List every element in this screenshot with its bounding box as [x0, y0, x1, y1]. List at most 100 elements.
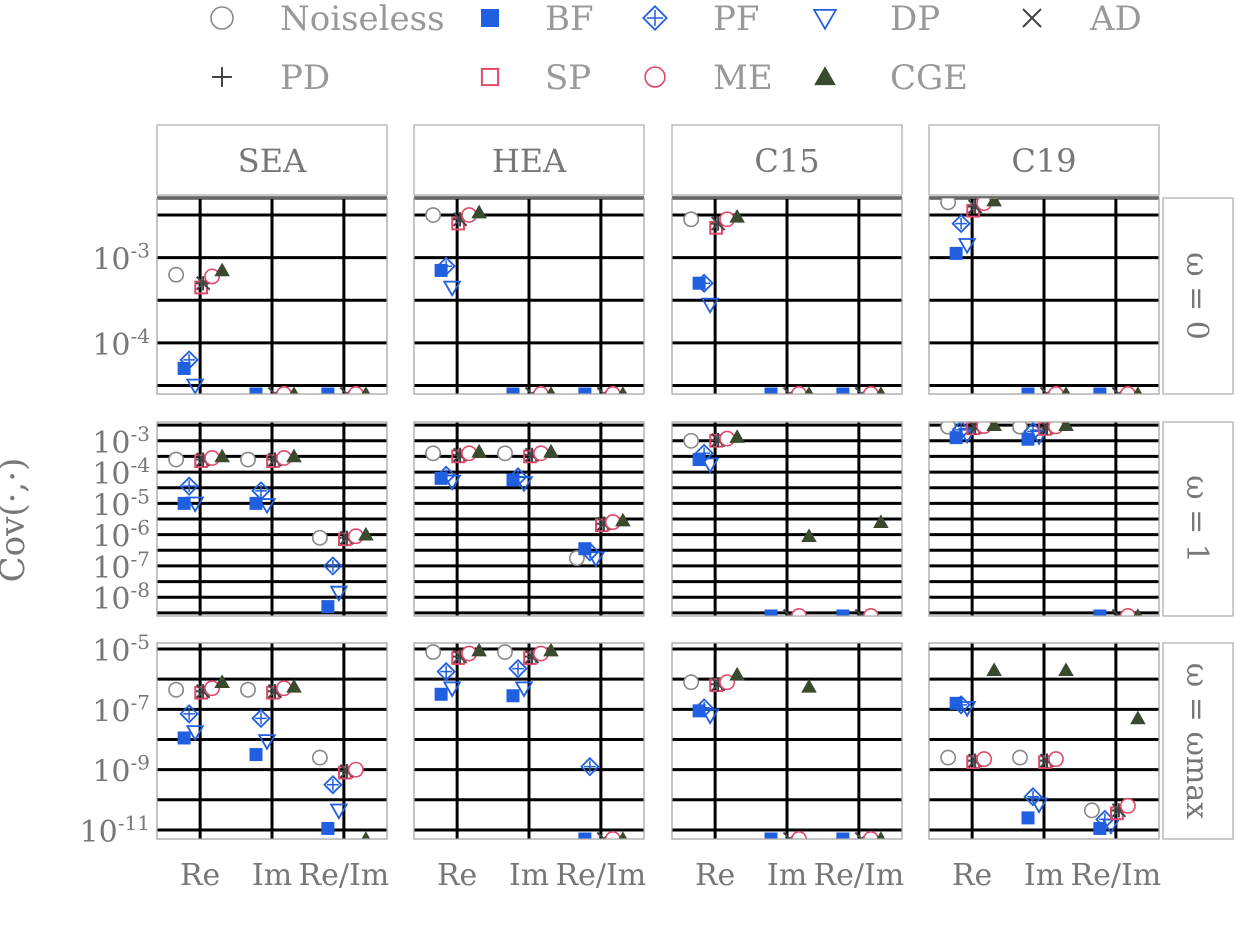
point-cge [214, 262, 230, 277]
point-me [533, 386, 549, 394]
point-cge [1133, 386, 1143, 394]
point-bf [321, 387, 335, 394]
point-cge [543, 443, 559, 458]
point-bf [949, 431, 963, 445]
row-strip-box-0 [1162, 197, 1234, 395]
point-dp [442, 280, 462, 298]
point-cge [471, 204, 487, 219]
point-cge [801, 678, 817, 693]
point-dp [700, 297, 720, 315]
panel-hea-row-0 [413, 196, 645, 395]
point-cge [471, 643, 487, 657]
point-bf [692, 453, 706, 467]
legend-marker-me [644, 66, 666, 88]
legend-marker-noiseless [210, 6, 234, 30]
legend-label-sp: SP [545, 58, 591, 98]
legend-label-me: ME [713, 58, 773, 98]
point-me [1048, 386, 1064, 394]
point-pd [195, 276, 211, 291]
point-pf [323, 556, 343, 576]
legend-marker-sp [480, 67, 500, 87]
point-noiseless [168, 681, 185, 698]
point-cge [358, 526, 374, 541]
point-bf [764, 832, 778, 839]
x-tick-label: Re/Im [556, 858, 647, 893]
point-cge [289, 386, 299, 394]
legend-label-bf: BF [545, 0, 594, 39]
point-cge [214, 448, 230, 463]
point-noiseless [425, 207, 442, 223]
panel-c19-row-0 [928, 196, 1160, 395]
point-bf [177, 361, 191, 375]
point-cge [618, 386, 628, 394]
legend-label-ad: AD [1089, 0, 1142, 39]
point-pf [951, 213, 971, 234]
point-bf [1021, 432, 1035, 446]
x-tick-labels: Re Im Re/Im Re Im Re/Im Re Im Re/Im Re Im Re/Im [180, 858, 1161, 893]
point-bf [177, 731, 191, 745]
legend-label-noiseless: Noiseless [280, 0, 445, 39]
y-tick-label: 10-8 [92, 578, 150, 617]
point-dp [700, 708, 720, 725]
y-tick-labels: 10-310-410-310-410-510-610-710-810-510-7… [80, 239, 150, 850]
x-tick-label: Im [767, 858, 807, 893]
y-tick-label: 10-4 [92, 324, 150, 363]
point-bf [578, 387, 592, 394]
strip-box-sea [156, 124, 388, 196]
point-me [204, 680, 221, 697]
legend-marker-cge [814, 66, 836, 86]
point-me [862, 386, 879, 394]
point-pf [436, 661, 456, 682]
panel-c15-row-0 [671, 196, 903, 395]
panel-hea-row-1 [413, 421, 645, 617]
point-bf [949, 696, 963, 710]
y-tick-label: 10-3 [92, 239, 150, 278]
point-dp [257, 734, 277, 751]
point-noiseless [683, 211, 700, 228]
point-dp [185, 496, 205, 513]
point-bf [434, 687, 448, 701]
point-cge [361, 831, 371, 839]
point-noiseless [168, 451, 185, 468]
point-cge [876, 831, 886, 839]
point-pf [694, 273, 714, 293]
y-tick-label: 10-6 [92, 516, 150, 555]
point-bf [836, 832, 850, 839]
point-noiseless [168, 266, 185, 283]
x-tick-label: Im [252, 858, 292, 893]
row-strip-label-2: ω = ωmax [1179, 663, 1214, 819]
point-cge [361, 386, 371, 394]
point-bf [836, 609, 850, 616]
panel-grid [156, 196, 1160, 840]
legend-marker-pd [212, 67, 232, 87]
y-tick-label: 10-3 [92, 422, 150, 461]
point-pf [179, 704, 199, 724]
point-cge [1130, 710, 1146, 725]
point-cge [546, 386, 556, 394]
row-strip-label-1: ω = 1 [1179, 475, 1214, 563]
point-cge [876, 386, 886, 394]
x-tick-label: Im [509, 858, 549, 893]
point-me [976, 751, 993, 768]
point-cge [986, 422, 1002, 431]
panel-sea-row-1 [156, 421, 388, 617]
legend-marker-bf [481, 9, 499, 27]
panel-c15-row-1 [671, 421, 903, 617]
point-noiseless [240, 451, 256, 468]
point-bf [177, 496, 191, 510]
point-dp [514, 476, 534, 493]
point-pf [179, 350, 199, 370]
point-me [791, 386, 807, 394]
point-bf [578, 832, 592, 839]
point-pf [580, 756, 600, 777]
strip-label-sea: SEA [238, 142, 307, 180]
point-dp [442, 681, 462, 698]
point-me [347, 761, 364, 778]
point-noiseless [425, 445, 442, 462]
x-tick-label: Im [1024, 858, 1064, 893]
x-tick-label: Re/Im [814, 858, 905, 893]
point-noiseless [1083, 802, 1100, 819]
x-tick-label: Re [180, 858, 220, 893]
point-bf [836, 387, 850, 394]
point-cge [873, 514, 889, 528]
